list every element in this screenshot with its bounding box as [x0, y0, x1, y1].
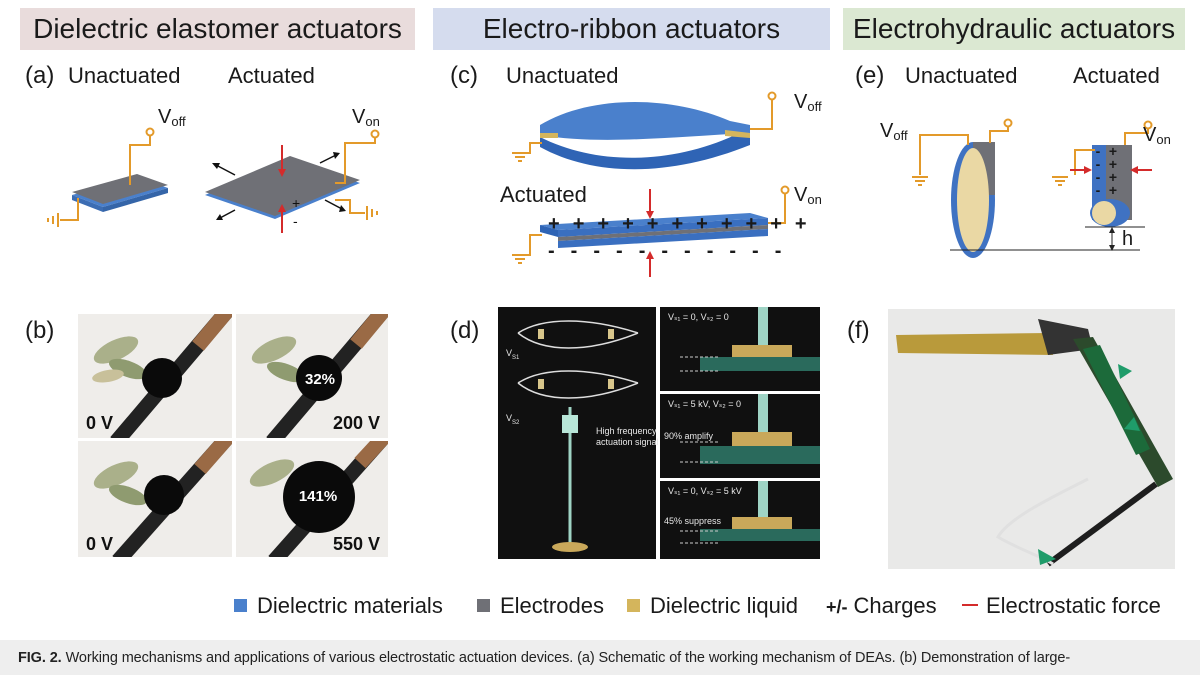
panel-c-label: (c): [450, 62, 478, 89]
legend-dielectric: Dielectric materials: [234, 592, 443, 620]
panel-e-label: (e): [855, 62, 885, 89]
panel-d-photo-main: [498, 307, 656, 559]
panel-d-subpanel-2-condition: Vₛ₁ = 5 kV, Vₛ₂ = 0: [668, 399, 741, 409]
panel-e-charges-col2: + + + +: [1108, 143, 1118, 198]
panel-e-voff-label: Voff: [880, 120, 908, 143]
panel-f-photo: [888, 309, 1175, 569]
header-dea: Dielectric elastomer actuators: [20, 8, 415, 50]
panel-d-subpanel-2-note: 90% amplify: [664, 431, 714, 441]
panel-b-strain-4: 141%: [298, 488, 338, 505]
panel-a-unactuated-label: Unactuated: [68, 63, 181, 88]
panel-b-photo-1: [78, 314, 232, 438]
panel-a-plus: +: [292, 195, 300, 211]
panel-d-subpanel-1-condition: Vₛ₁ = 0, Vₛ₂ = 0: [668, 312, 729, 322]
panel-a-voff-label: Voff: [158, 106, 186, 129]
legend-electrodes: Electrodes: [477, 592, 604, 620]
panel-c-voff-label: Voff: [794, 91, 822, 114]
panel-e-charges-col1: ----: [1095, 143, 1101, 198]
panel-a-von-label: Von: [352, 106, 380, 129]
panel-d-subpanel-1: [660, 307, 820, 391]
header-electrohydraulic: Electrohydraulic actuators: [843, 8, 1185, 50]
charges-symbol: +/-: [826, 597, 848, 617]
panel-a-actuated-label: Actuated: [228, 63, 315, 88]
panel-e-h-label: h: [1122, 228, 1134, 250]
force-arrow-icon: [962, 604, 978, 607]
panel-c-unactuated-label: Unactuated: [506, 63, 619, 88]
panel-b-voltage-4: 550 V: [333, 534, 381, 554]
figure-caption: FIG. 2. Working mechanisms and applicati…: [0, 640, 1200, 675]
legend-force: Electrostatic force: [962, 592, 1161, 620]
panel-b-label: (b): [25, 317, 55, 344]
panel-e-von-label: Von: [1143, 124, 1171, 147]
panel-c-actuated-label: Actuated: [500, 182, 587, 207]
panel-e-unactuated-label: Unactuated: [905, 63, 1018, 88]
panel-d-signal-label: High frequency actuation signal: [596, 426, 659, 447]
panel-b-voltage-1: 0 V: [86, 413, 114, 433]
panel-d-subpanel-3: [660, 481, 820, 559]
panel-b-photo-2: [236, 314, 388, 438]
panel-b-photo-4: [236, 441, 388, 557]
panel-e-actuated-label: Actuated: [1073, 63, 1160, 88]
caption-text: FIG. 2. Working mechanisms and applicati…: [18, 650, 1071, 666]
legend-charges: +/- Charges: [826, 593, 937, 618]
panel-e-schematic: [912, 118, 1153, 258]
panel-d-vs1-label: VS1: [506, 348, 520, 361]
panel-d-vs2-label: VS2: [506, 413, 520, 426]
panel-b-voltage-3: 0 V: [86, 534, 114, 554]
legend-liquid: Dielectric liquid: [627, 592, 798, 620]
panel-a-minus: -: [293, 213, 298, 229]
panel-d-subpanel-2: [660, 394, 820, 478]
panel-c-minus-row: -----------: [548, 240, 798, 262]
liquid-swatch-icon: [627, 598, 640, 612]
panel-c-plus-row: +++++++++++: [548, 213, 820, 235]
panel-f-label: (f): [847, 317, 870, 344]
panel-d-subpanel-3-condition: Vₛ₁ = 0, Vₛ₂ = 5 kV: [668, 486, 742, 496]
panel-b-photo-3: [78, 441, 232, 557]
panel-d-label: (d): [450, 317, 480, 344]
panel-b-voltage-2: 200 V: [333, 413, 381, 433]
panel-d-subpanel-3-note: 45% suppress: [664, 516, 722, 526]
panel-b-strain-2: 32%: [304, 371, 336, 388]
panel-c-schematic: [512, 91, 790, 277]
panel-a-schematic: + -: [47, 127, 380, 233]
header-electro-ribbon: Electro-ribbon actuators: [433, 8, 830, 50]
panel-a-label: (a): [25, 62, 55, 89]
dielectric-swatch-icon: [234, 598, 247, 612]
electrode-swatch-icon: [477, 598, 490, 612]
panel-c-von-label: Von: [794, 184, 822, 207]
